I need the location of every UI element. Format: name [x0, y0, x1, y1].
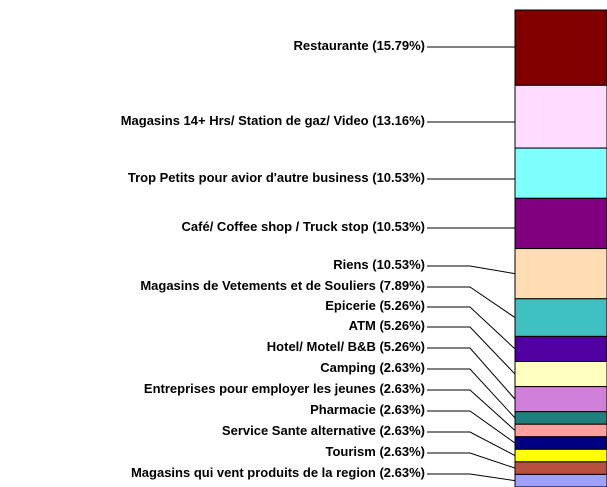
- value-label: (2.63%): [379, 381, 425, 396]
- segment-label: Trop Petits pour avior d'autre business …: [128, 170, 425, 185]
- category-name: ATM: [349, 318, 376, 333]
- bar-segment: [514, 386, 607, 413]
- bar-segment: [514, 436, 607, 450]
- value-label: (7.89%): [379, 278, 425, 293]
- category-name: Hotel/ Motel/ B&B: [267, 339, 376, 354]
- segment-label: Service Sante alternative (2.63%): [222, 423, 425, 438]
- bar-segment: [514, 197, 607, 250]
- leader-line: [427, 265, 516, 275]
- segment-label: Café/ Coffee shop / Truck stop (10.53%): [182, 219, 425, 234]
- segment-label: Riens (10.53%): [333, 257, 425, 272]
- leader-line: [427, 347, 516, 400]
- bar-segment: [514, 461, 607, 475]
- segment-label: Magasins 14+ Hrs/ Station de gaz/ Video …: [121, 113, 425, 128]
- bar-segment: [514, 298, 607, 337]
- category-name: Service Sante alternative: [222, 423, 376, 438]
- bar-segment: [514, 147, 607, 199]
- category-name: Camping: [320, 360, 376, 375]
- leader-line: [427, 452, 516, 469]
- segment-label: Pharmacie (2.63%): [310, 402, 425, 417]
- segment-label: Tourism (2.63%): [326, 444, 425, 459]
- bar-segment: [514, 335, 607, 363]
- segment-label: Hotel/ Motel/ B&B (5.26%): [267, 339, 425, 354]
- category-name: Trop Petits pour avior d'autre business: [128, 170, 369, 185]
- segment-label: Epicerie (5.26%): [325, 298, 425, 313]
- category-name: Pharmacie: [310, 402, 376, 417]
- category-name: Restaurante: [293, 38, 368, 53]
- leader-line: [427, 173, 516, 180]
- category-name: Epicerie: [325, 298, 376, 313]
- leader-line: [427, 368, 516, 419]
- category-name: Magasins 14+ Hrs/ Station de gaz/ Video: [121, 113, 369, 128]
- category-name: Tourism: [326, 444, 376, 459]
- category-name: Entreprises pour employer les jeunes: [144, 381, 376, 396]
- value-label: (15.79%): [372, 38, 425, 53]
- bar-segment: [514, 84, 607, 149]
- leader-line: [427, 46, 516, 48]
- leader-line: [427, 410, 516, 444]
- bar-segment: [514, 448, 607, 463]
- leader-line: [427, 306, 516, 350]
- leader-line: [427, 389, 516, 431]
- leader-line: [427, 326, 516, 375]
- segment-label: Magasins qui vent produits de la region …: [131, 465, 425, 480]
- leader-line: [427, 473, 516, 482]
- value-label: (2.63%): [379, 360, 425, 375]
- bar-segment: [514, 423, 607, 438]
- value-label: (2.63%): [379, 423, 425, 438]
- category-name: Magasins de Vetements et de Souliers: [140, 278, 376, 293]
- value-label: (5.26%): [379, 298, 425, 313]
- value-label: (5.26%): [379, 339, 425, 354]
- value-label: (10.53%): [372, 170, 425, 185]
- leader-line: [427, 431, 516, 457]
- segment-label: ATM (5.26%): [349, 318, 425, 333]
- value-label: (2.63%): [379, 444, 425, 459]
- bar-segment: [514, 9, 607, 86]
- segment-label: Magasins de Vetements et de Souliers (7.…: [140, 278, 425, 293]
- category-name: Riens: [333, 257, 368, 272]
- leader-line: [427, 286, 516, 319]
- bar-segment: [514, 411, 607, 425]
- value-label: (10.53%): [372, 219, 425, 234]
- value-label: (13.16%): [372, 113, 425, 128]
- category-name: Magasins qui vent produits de la region: [131, 465, 376, 480]
- segment-label: Camping (2.63%): [320, 360, 425, 375]
- bar-segment: [514, 473, 607, 487]
- leader-line: [427, 116, 516, 123]
- value-label: (2.63%): [379, 402, 425, 417]
- bar-segment: [514, 361, 607, 388]
- value-label: (5.26%): [379, 318, 425, 333]
- segment-label: Entreprises pour employer les jeunes (2.…: [144, 381, 425, 396]
- category-name: Café/ Coffee shop / Truck stop: [182, 219, 369, 234]
- segment-label: Restaurante (15.79%): [293, 38, 425, 53]
- leader-line: [427, 223, 516, 229]
- bar-segment: [514, 248, 607, 300]
- value-label: (2.63%): [379, 465, 425, 480]
- value-label: (10.53%): [372, 257, 425, 272]
